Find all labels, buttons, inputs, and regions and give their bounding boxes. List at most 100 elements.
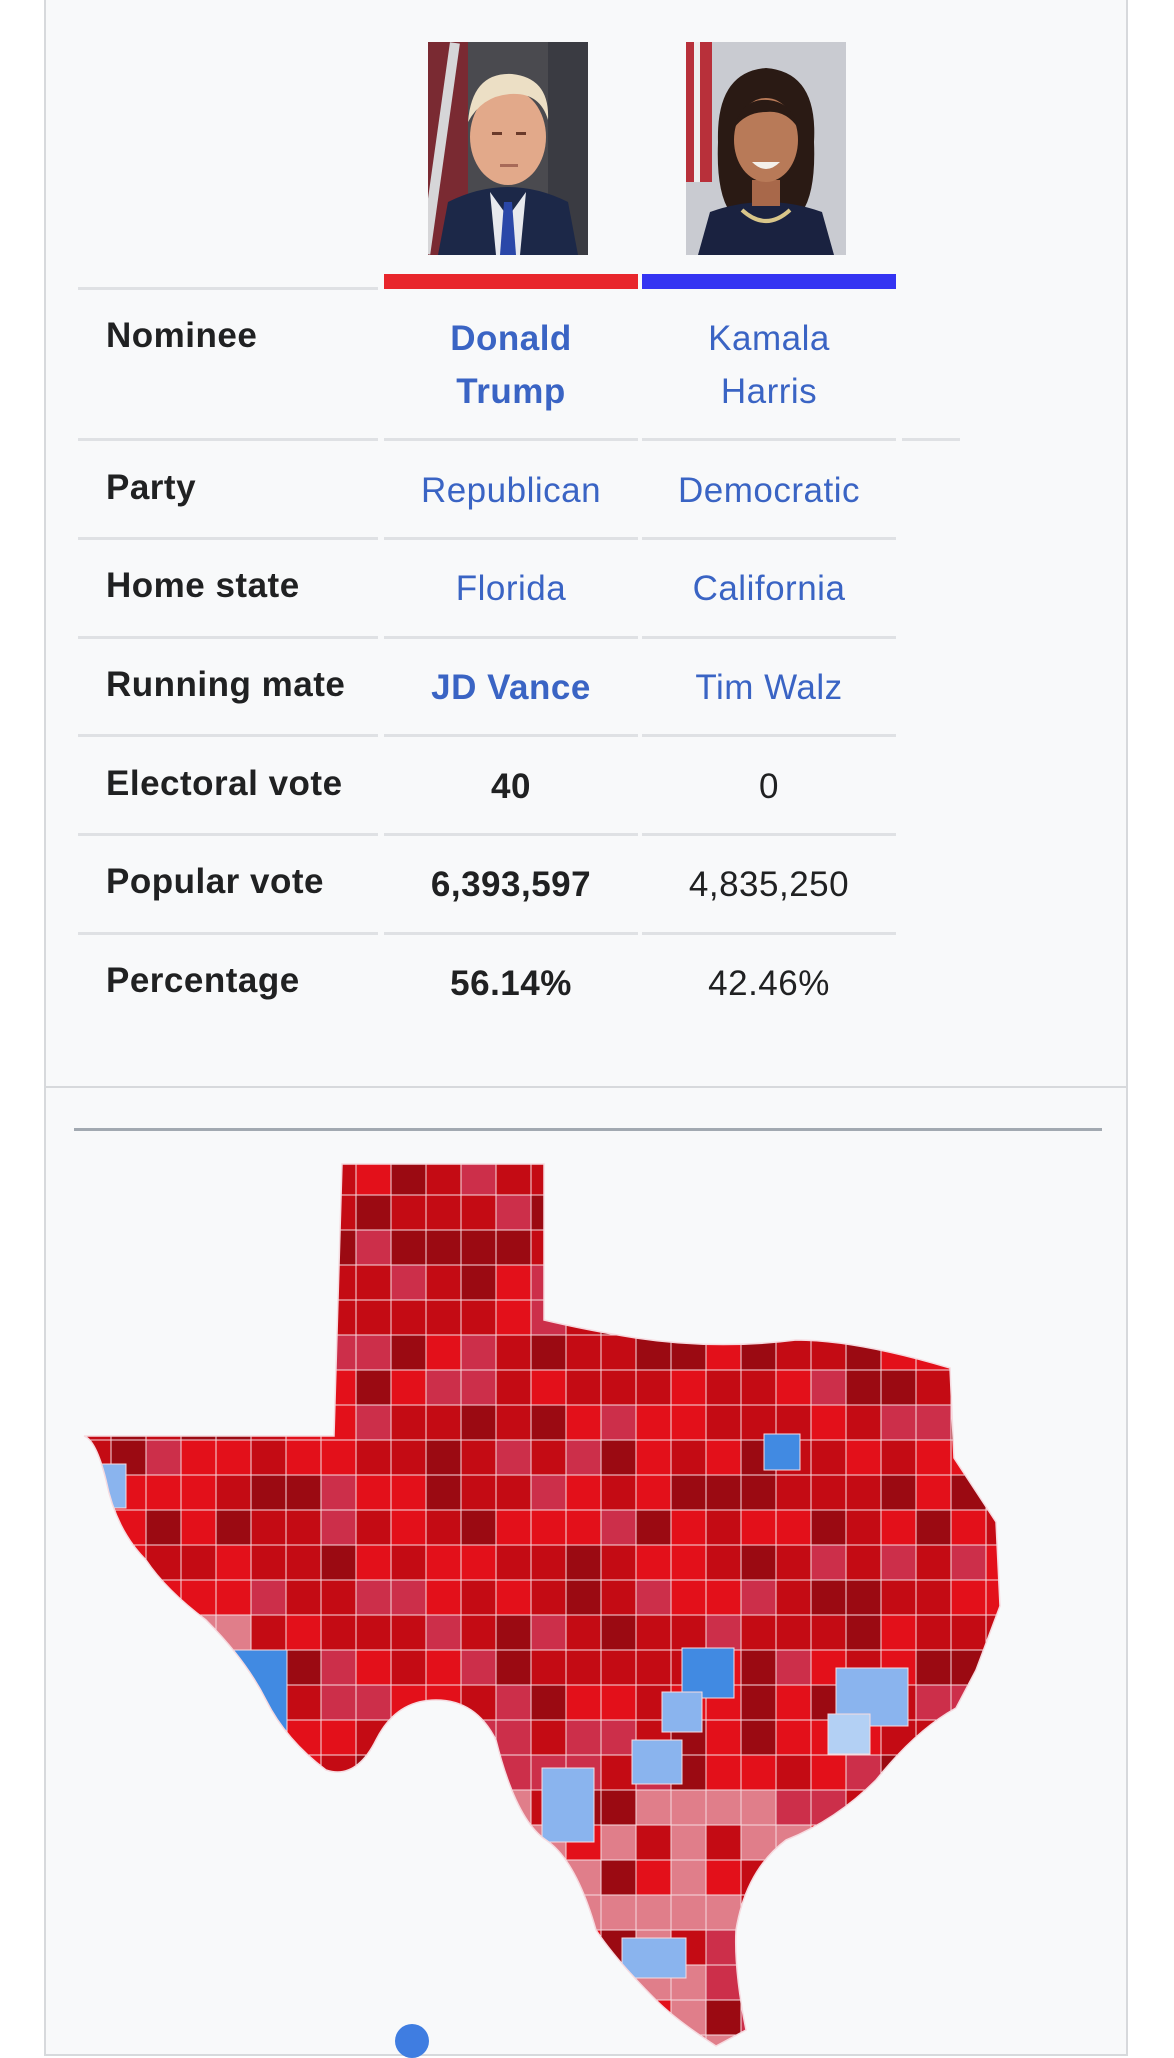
county-shape[interactable]	[495, 1474, 532, 1511]
county-shape[interactable]	[145, 1999, 182, 2036]
county-shape[interactable]	[705, 1859, 742, 1896]
county-shape[interactable]	[145, 1964, 182, 2001]
county-shape[interactable]	[355, 1439, 392, 1476]
county-shape[interactable]	[76, 1824, 112, 1861]
county-shape[interactable]	[320, 1544, 357, 1581]
harris-name-link[interactable]: Kamala Harris	[642, 312, 896, 418]
county-shape[interactable]	[110, 1894, 147, 1931]
county-shape[interactable]	[110, 1754, 147, 1791]
county-shape[interactable]	[355, 1894, 392, 1931]
county-shape[interactable]	[76, 1859, 112, 1896]
county-shape[interactable]	[880, 1859, 917, 1896]
county-shape-democratic[interactable]	[621, 1937, 687, 1979]
county-shape[interactable]	[530, 1229, 567, 1266]
county-shape[interactable]	[635, 1649, 672, 1686]
county-shape[interactable]	[110, 1964, 147, 2001]
county-shape[interactable]	[250, 1789, 287, 1826]
county-shape[interactable]	[495, 1509, 532, 1546]
county-shape[interactable]	[390, 1579, 427, 1616]
county-shape[interactable]	[390, 1824, 427, 1861]
county-shape[interactable]	[880, 1789, 917, 1826]
county-shape[interactable]	[705, 1614, 742, 1651]
county-shape[interactable]	[565, 1894, 602, 1931]
county-shape[interactable]	[880, 1334, 917, 1371]
county-shape[interactable]	[250, 1264, 287, 1301]
county-shape[interactable]	[635, 1264, 672, 1301]
county-shape[interactable]	[600, 1264, 637, 1301]
county-shape[interactable]	[810, 1999, 847, 2036]
county-shape[interactable]	[950, 1754, 987, 1791]
county-shape[interactable]	[740, 1299, 777, 1336]
county-shape[interactable]	[285, 1264, 322, 1301]
county-shape[interactable]	[845, 1579, 882, 1616]
county-shape[interactable]	[600, 1754, 637, 1791]
county-shape[interactable]	[110, 1544, 147, 1581]
county-shape[interactable]	[985, 1160, 1021, 1196]
county-shape[interactable]	[915, 1824, 952, 1861]
county-shape[interactable]	[915, 1509, 952, 1546]
county-shape[interactable]	[76, 1334, 112, 1371]
county-shape[interactable]	[530, 1999, 567, 2036]
county-shape[interactable]	[390, 1334, 427, 1371]
county-shape[interactable]	[390, 1160, 427, 1196]
county-shape[interactable]	[250, 1929, 287, 1966]
county-shape[interactable]	[635, 1474, 672, 1511]
county-shape[interactable]	[775, 1719, 812, 1756]
county-shape[interactable]	[320, 1649, 357, 1686]
county-shape[interactable]	[460, 1964, 497, 2001]
county-shape[interactable]	[915, 2034, 952, 2048]
county-shape[interactable]	[670, 1439, 707, 1476]
county-shape[interactable]	[600, 1649, 637, 1686]
county-shape[interactable]	[565, 1999, 602, 2036]
county-shape[interactable]	[76, 1369, 112, 1406]
county-shape[interactable]	[740, 1614, 777, 1651]
county-shape[interactable]	[565, 1964, 602, 2001]
county-shape[interactable]	[635, 1160, 672, 1196]
county-shape[interactable]	[530, 1859, 567, 1896]
county-shape[interactable]	[250, 1544, 287, 1581]
county-shape[interactable]	[915, 1544, 952, 1581]
county-shape[interactable]	[565, 1544, 602, 1581]
county-shape[interactable]	[495, 1579, 532, 1616]
county-shape[interactable]	[425, 1649, 462, 1686]
county-shape[interactable]	[285, 1369, 322, 1406]
county-shape[interactable]	[950, 1439, 987, 1476]
county-shape[interactable]	[110, 1719, 147, 1756]
county-shape[interactable]	[425, 1544, 462, 1581]
county-shape[interactable]	[110, 1824, 147, 1861]
county-shape[interactable]	[985, 1614, 1021, 1651]
county-shape[interactable]	[215, 1754, 252, 1791]
county-shape[interactable]	[810, 1509, 847, 1546]
county-shape[interactable]	[880, 1229, 917, 1266]
county-shape[interactable]	[600, 1789, 637, 1826]
county-shape[interactable]	[670, 1194, 707, 1231]
county-shape[interactable]	[180, 1369, 217, 1406]
county-shape[interactable]	[530, 1509, 567, 1546]
county-shape[interactable]	[810, 1544, 847, 1581]
county-shape[interactable]	[390, 1194, 427, 1231]
county-shape[interactable]	[810, 1194, 847, 1231]
county-shape[interactable]	[215, 1404, 252, 1441]
county-shape[interactable]	[740, 1160, 777, 1196]
county-shape[interactable]	[495, 1334, 532, 1371]
county-shape[interactable]	[530, 1649, 567, 1686]
harris-portrait[interactable]	[686, 42, 846, 255]
county-shape[interactable]	[670, 1614, 707, 1651]
county-shape[interactable]	[110, 2034, 147, 2048]
county-shape[interactable]	[355, 1754, 392, 1791]
county-shape[interactable]	[670, 1160, 707, 1196]
county-shape[interactable]	[215, 1964, 252, 2001]
county-shape[interactable]	[810, 1264, 847, 1301]
county-shape[interactable]	[285, 1160, 322, 1196]
county-shape[interactable]	[775, 1964, 812, 2001]
county-shape[interactable]	[320, 1614, 357, 1651]
trump-name-link[interactable]: Donald Trump	[384, 312, 638, 418]
county-shape[interactable]	[460, 1229, 497, 1266]
county-shape[interactable]	[180, 1544, 217, 1581]
county-shape[interactable]	[460, 1509, 497, 1546]
county-shape[interactable]	[390, 1439, 427, 1476]
county-shape[interactable]	[950, 1229, 987, 1266]
county-shape[interactable]	[180, 1439, 217, 1476]
county-shape[interactable]	[530, 1264, 567, 1301]
county-shape[interactable]	[460, 1299, 497, 1336]
